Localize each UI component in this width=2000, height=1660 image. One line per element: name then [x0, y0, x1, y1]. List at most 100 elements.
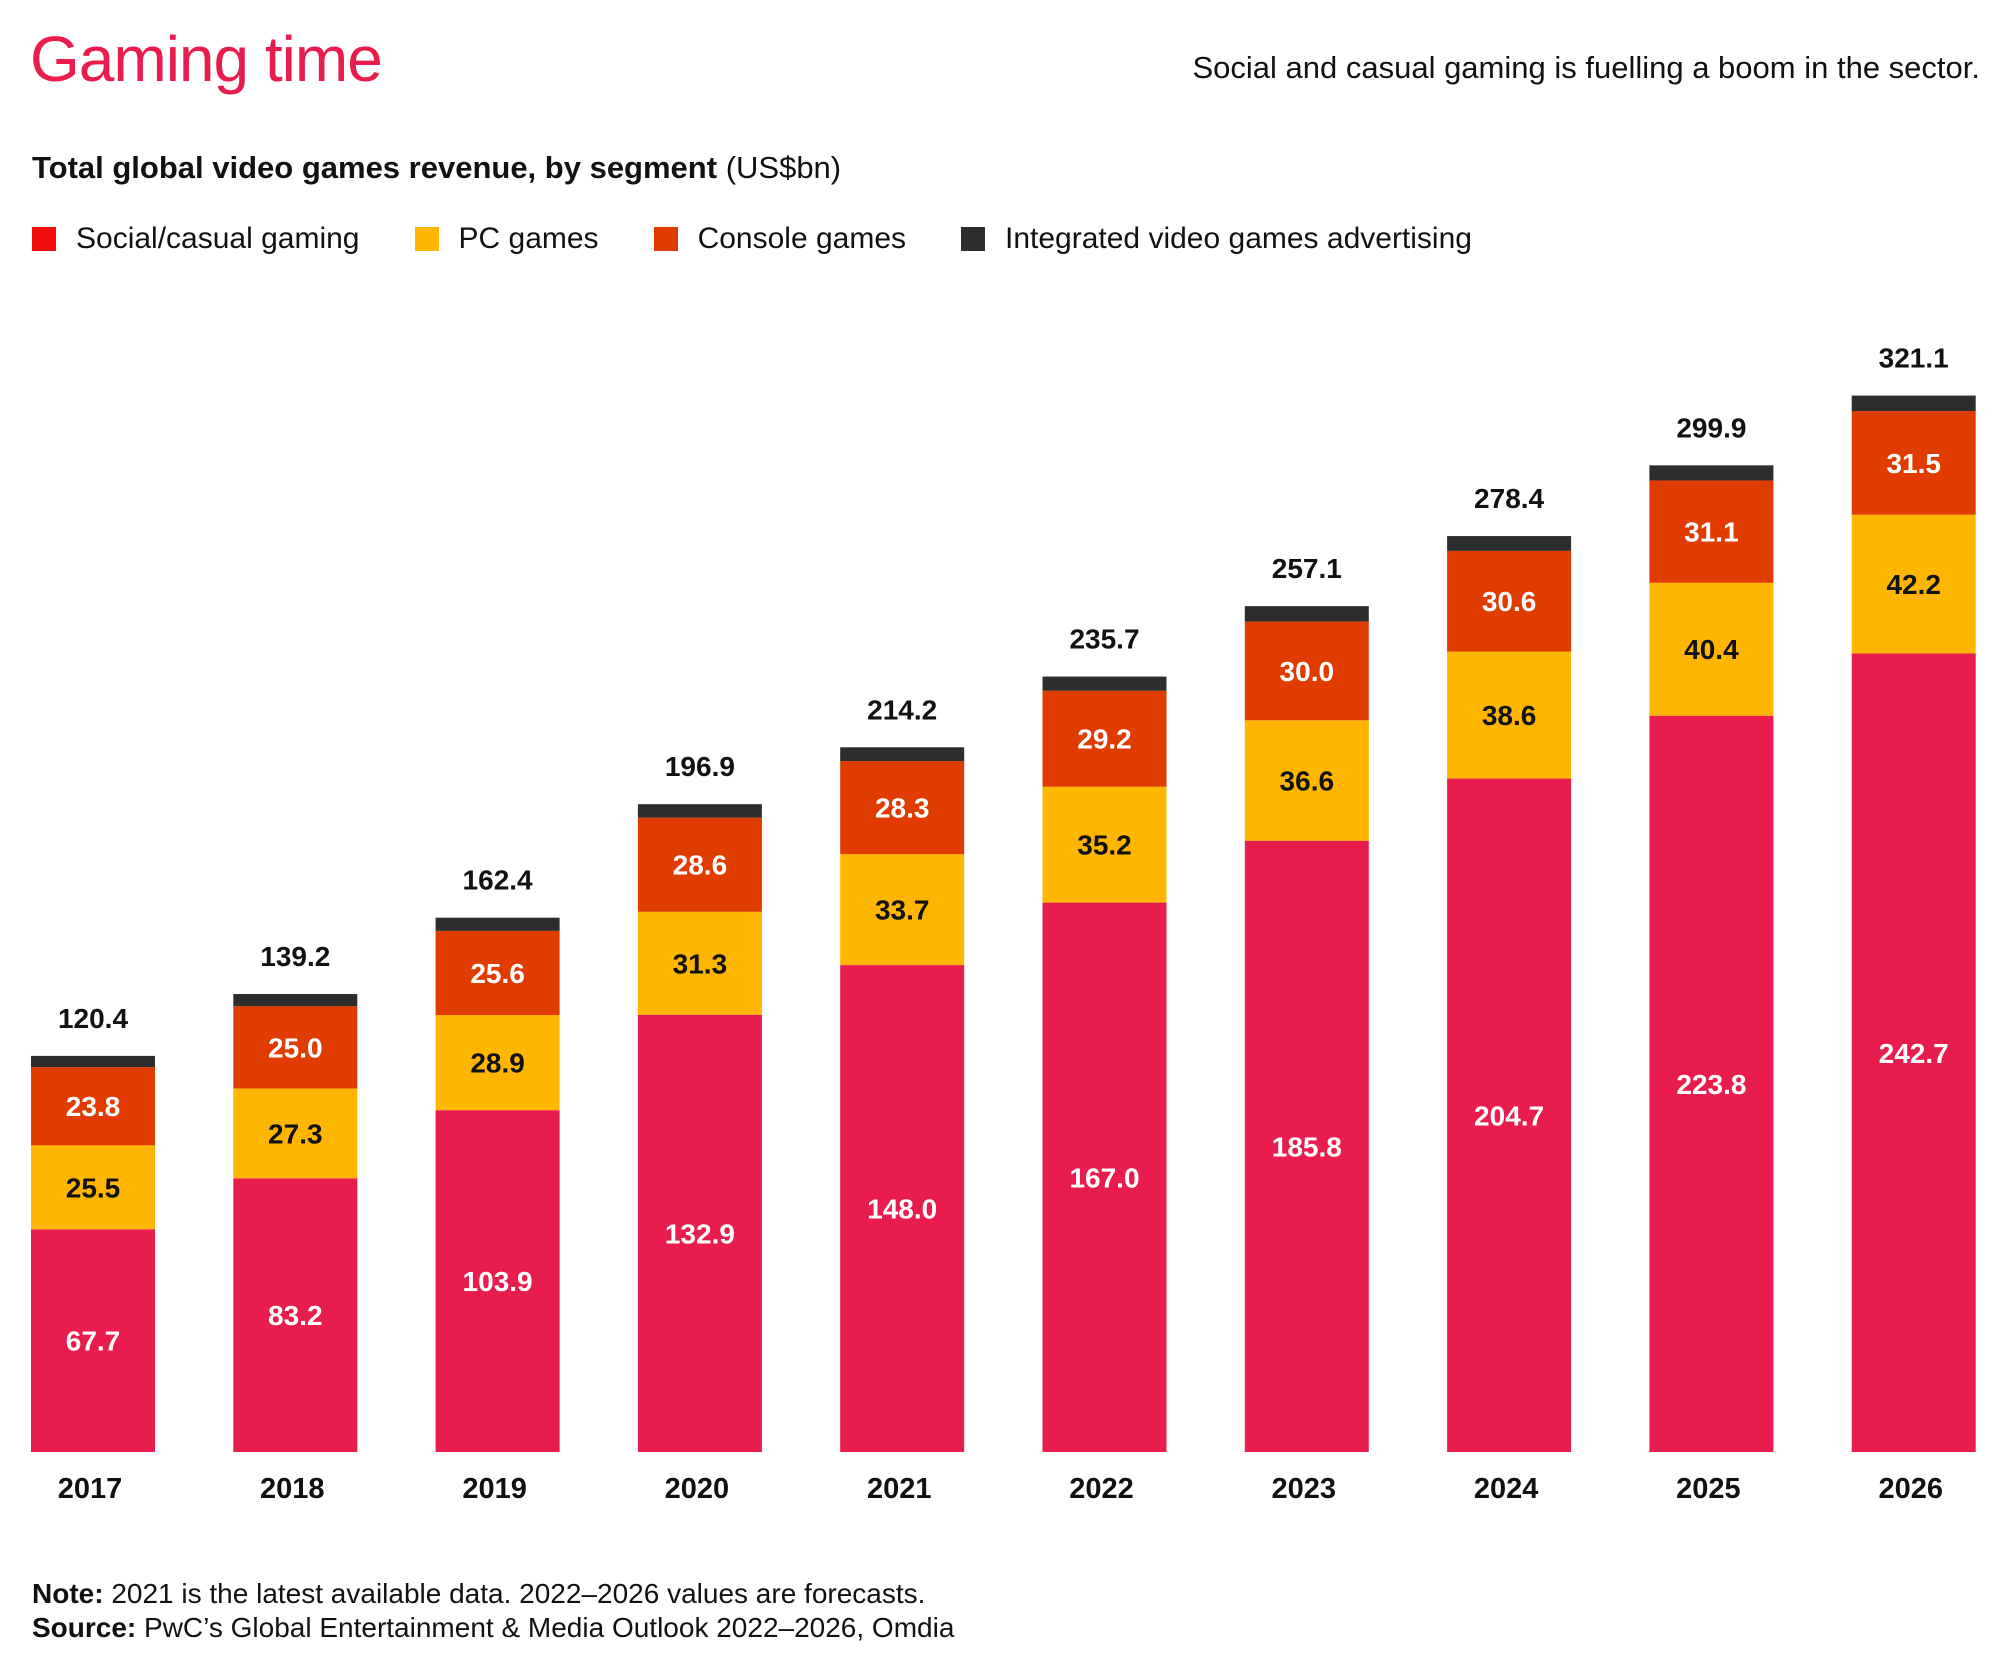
chart-unit: (US$bn): [725, 150, 842, 185]
bar-segment-social: [1851, 653, 1976, 1452]
data-label: 42.2: [1886, 569, 1941, 600]
bar-segment-social: [840, 965, 965, 1452]
data-label: 29.2: [1077, 724, 1132, 755]
total-label: 257.1: [1272, 553, 1342, 584]
bar-segment-advertising: [637, 804, 762, 818]
bar-segment-advertising: [435, 917, 560, 931]
data-label: 23.8: [66, 1091, 121, 1122]
data-label: 148.0: [867, 1194, 937, 1225]
source-label: Source:: [32, 1612, 137, 1643]
data-label: 27.3: [268, 1118, 323, 1149]
bar-segment-social: [435, 1110, 560, 1452]
data-label: 30.0: [1280, 656, 1335, 687]
bar-segment-console: [840, 761, 965, 855]
bar-segment-console: [1244, 621, 1369, 721]
data-label: 28.6: [673, 850, 728, 881]
total-label: 321.1: [1879, 343, 1949, 374]
data-label: 35.2: [1077, 830, 1132, 861]
bar-segment-pc: [1447, 651, 1572, 779]
legend-label: Social/casual gaming: [76, 222, 360, 255]
bar-segment-advertising: [840, 747, 965, 762]
legend-item-social: Social/casual gaming: [32, 222, 360, 256]
bar-segment-advertising: [1042, 676, 1167, 691]
bar-segment-advertising: [233, 994, 358, 1007]
total-label: 196.9: [665, 751, 735, 782]
legend-item-advertising: Integrated video games advertising: [961, 222, 1472, 256]
bar-segment-console: [1042, 690, 1167, 787]
bar-segment-console: [637, 817, 762, 912]
data-label: 204.7: [1474, 1100, 1544, 1131]
bar-segment-pc: [435, 1015, 560, 1111]
bar-segment-advertising: [1447, 536, 1572, 551]
bar-segment-console: [233, 1006, 358, 1089]
chart-note: Note: 2021 is the latest available data.…: [32, 1578, 925, 1610]
source-text: PwC’s Global Entertainment & Media Outlo…: [136, 1612, 955, 1643]
page-title: Gaming time: [30, 23, 383, 95]
chart-legend: Social/casual gaming PC games Console ga…: [32, 222, 1527, 256]
x-tick-label: 2025: [1676, 1473, 1741, 1505]
legend-swatch: [414, 227, 439, 251]
data-label: 185.8: [1272, 1131, 1342, 1162]
x-tick-label: 2024: [1474, 1473, 1539, 1505]
bar-segment-console: [1851, 411, 1976, 515]
bar-segment-social: [31, 1229, 155, 1452]
data-label: 28.9: [470, 1048, 525, 1079]
legend-label: Integrated video games advertising: [1005, 222, 1472, 255]
data-label: 31.5: [1886, 448, 1941, 479]
x-tick-label: 2020: [665, 1473, 730, 1505]
bar-segment-social: [233, 1178, 358, 1452]
page-subtitle: Social and casual gaming is fuelling a b…: [1192, 50, 1980, 85]
data-label: 33.7: [875, 895, 930, 926]
x-tick-label: 2019: [462, 1473, 527, 1505]
bar-segment-pc: [1851, 514, 1976, 654]
chart-title: Total global video games revenue, by seg…: [32, 150, 841, 186]
bar-segment-pc: [840, 854, 965, 966]
data-label: 132.9: [665, 1218, 735, 1249]
bar-segment-pc: [1042, 786, 1167, 903]
data-label: 83.2: [268, 1300, 323, 1331]
x-tick-label: 2023: [1272, 1473, 1337, 1505]
x-tick-label: 2022: [1069, 1473, 1134, 1505]
total-label: 139.2: [260, 941, 330, 972]
data-label: 167.0: [1069, 1162, 1139, 1193]
note-label: Note:: [32, 1578, 104, 1609]
total-label: 299.9: [1676, 412, 1746, 443]
data-label: 67.7: [66, 1326, 121, 1357]
legend-label: PC games: [458, 222, 599, 255]
total-label: 235.7: [1069, 624, 1139, 655]
bar-segment-pc: [31, 1145, 155, 1230]
data-label: 30.6: [1482, 586, 1537, 617]
data-label: 28.3: [875, 793, 930, 824]
legend-item-pc: PC games: [414, 222, 599, 256]
bar-segment-console: [1649, 480, 1774, 583]
data-label: 223.8: [1676, 1069, 1746, 1100]
bar-segment-social: [1042, 902, 1167, 1452]
bar-segment-console: [435, 930, 560, 1016]
total-label: 120.4: [58, 1003, 128, 1034]
data-label: 31.1: [1684, 517, 1739, 548]
bar-segment-social: [1649, 715, 1774, 1452]
bar-segment-console: [1447, 550, 1572, 652]
data-label: 25.6: [470, 958, 525, 989]
bar-segment-advertising: [1649, 465, 1774, 481]
bar-segment-pc: [233, 1088, 358, 1179]
bar-segment-social: [1447, 778, 1572, 1452]
legend-swatch: [32, 227, 56, 251]
data-label: 242.7: [1879, 1038, 1949, 1069]
bar-segment-social: [637, 1014, 762, 1452]
legend-swatch: [961, 227, 986, 251]
data-label: 103.9: [463, 1266, 533, 1297]
total-label: 214.2: [867, 694, 937, 725]
data-label: 38.6: [1482, 700, 1537, 731]
data-label: 31.3: [673, 948, 728, 979]
bar-segment-social: [1244, 840, 1369, 1452]
chart-source: Source: PwC’s Global Entertainment & Med…: [32, 1612, 954, 1644]
x-tick-label: 2021: [867, 1473, 932, 1505]
bar-segment-pc: [1244, 720, 1369, 841]
x-tick-label: 2017: [58, 1473, 123, 1505]
data-label: 25.0: [268, 1032, 323, 1063]
bar-segment-advertising: [31, 1055, 155, 1068]
data-label: 40.4: [1684, 634, 1739, 665]
x-tick-label: 2026: [1878, 1473, 1943, 1505]
legend-item-console: Console games: [653, 222, 906, 256]
